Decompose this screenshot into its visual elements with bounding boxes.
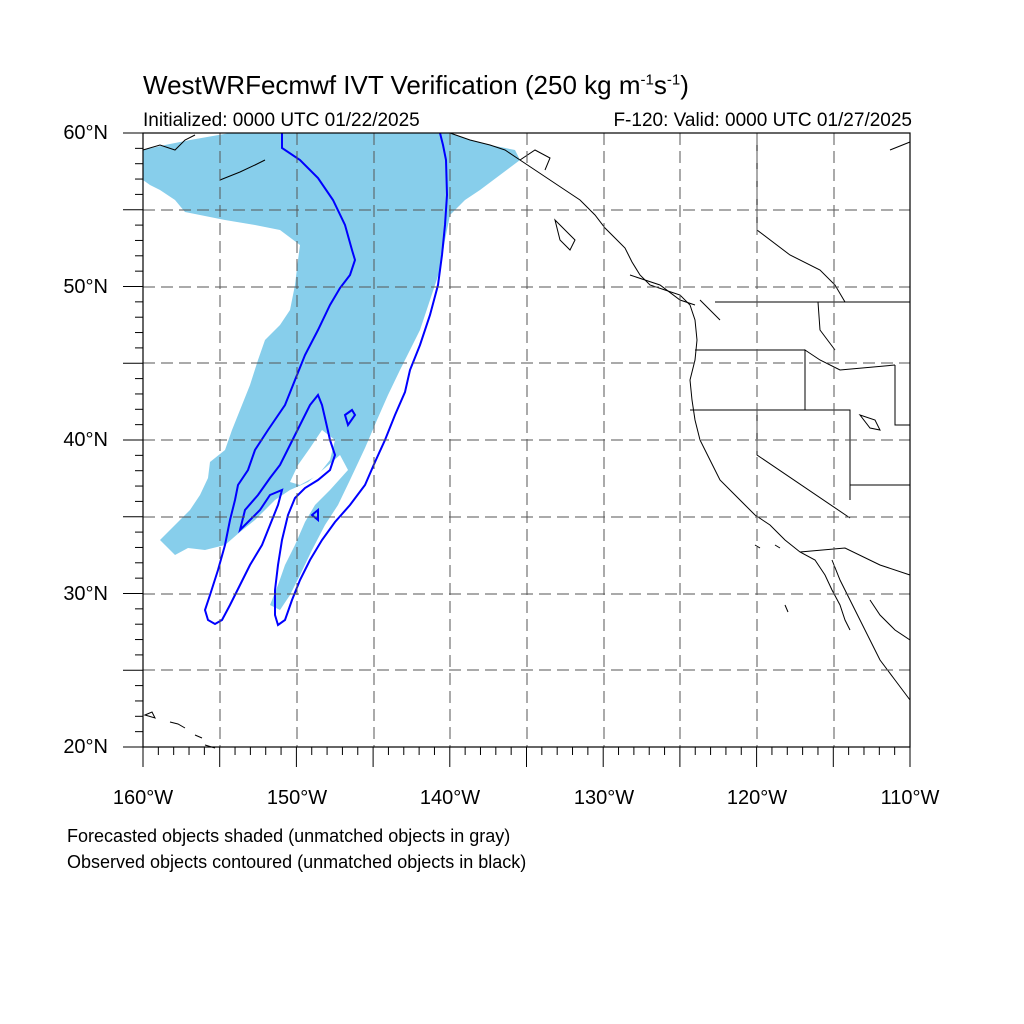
footnote-observed: Observed objects contoured (unmatched ob…	[67, 852, 527, 872]
lon-label-130w: 130°W	[573, 787, 635, 809]
lon-label-140w: 140°W	[419, 787, 481, 809]
lon-label-150w: 150°W	[266, 787, 328, 809]
footnote-forecast: Forecasted objects shaded (unmatched obj…	[67, 826, 511, 846]
lat-label-50: 50°N	[63, 276, 108, 298]
lon-label-120w: 120°W	[726, 787, 788, 809]
map-title: WestWRFecmwf IVT Verification (250 kg m-…	[143, 70, 689, 100]
lat-label-30: 30°N	[63, 583, 108, 605]
coastlines	[142, 132, 911, 749]
axis-ticks	[123, 132, 911, 767]
lon-label-160w: 160°W	[112, 787, 174, 809]
valid-time-label: F-120: Valid: 0000 UTC 01/27/2025	[613, 110, 912, 131]
state-borders	[690, 133, 911, 576]
lat-label-40: 40°N	[63, 429, 108, 451]
lon-label-110w: 110°W	[880, 787, 940, 809]
forecast-object-shading	[143, 133, 520, 610]
lat-label-60: 60°N	[63, 122, 108, 144]
lat-lon-grid	[143, 133, 910, 747]
lat-label-20: 20°N	[63, 736, 108, 758]
init-time-label: Initialized: 0000 UTC 01/22/2025	[143, 110, 420, 131]
